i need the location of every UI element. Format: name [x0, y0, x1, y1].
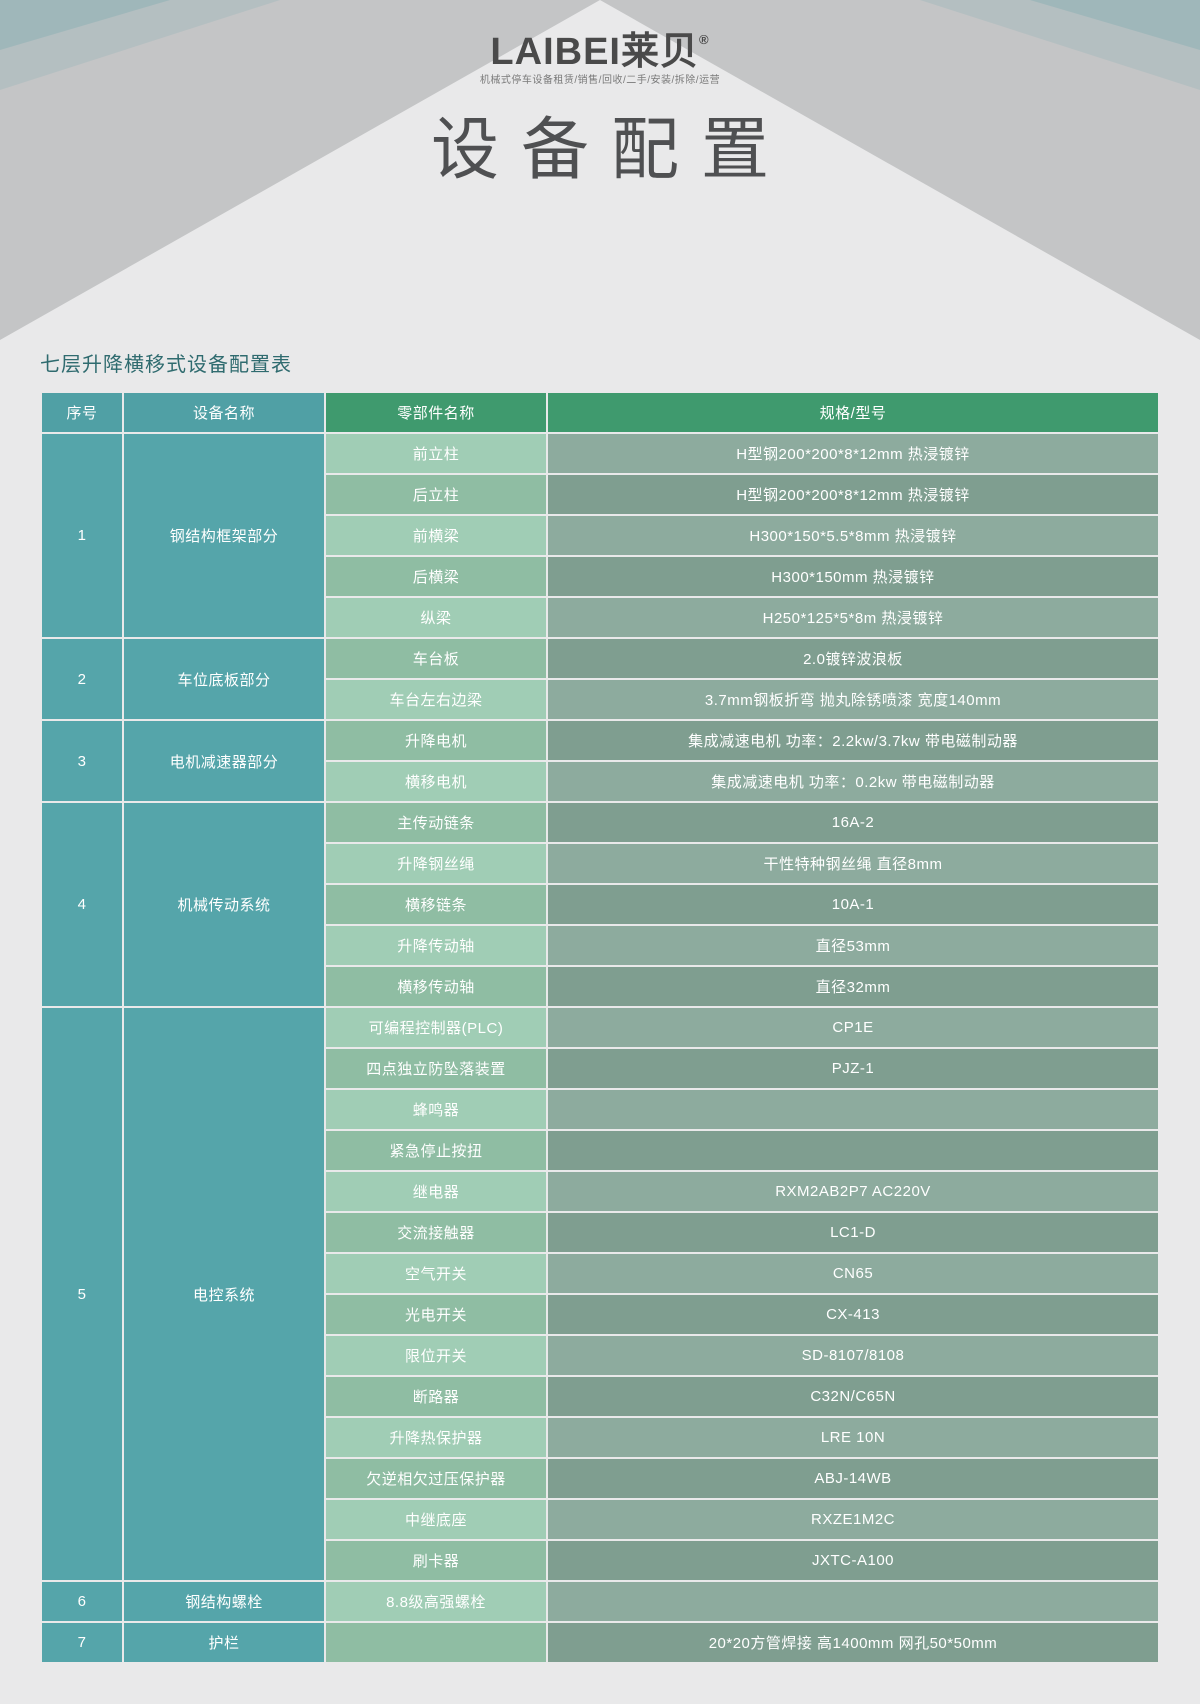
cell-seq: 7: [42, 1623, 122, 1662]
cell-device-name: 车位底板部分: [124, 639, 324, 719]
cell-spec: RXZE1M2C: [548, 1500, 1158, 1539]
cell-device-name: 钢结构框架部分: [124, 434, 324, 637]
table-body: 1钢结构框架部分前立柱H型钢200*200*8*12mm 热浸镀锌后立柱H型钢2…: [42, 434, 1158, 1662]
cell-spec: [548, 1131, 1158, 1170]
cell-seq: 1: [42, 434, 122, 637]
logo-registered: ®: [699, 32, 710, 47]
cell-part-name: 中继底座: [326, 1500, 546, 1539]
cell-part-name: 升降电机: [326, 721, 546, 760]
cell-part-name: 后横梁: [326, 557, 546, 596]
cell-part-name: 断路器: [326, 1377, 546, 1416]
cell-part-name: 限位开关: [326, 1336, 546, 1375]
cell-spec: H300*150*5.5*8mm 热浸镀锌: [548, 516, 1158, 555]
logo-text: LAIBEI莱贝®: [0, 20, 1200, 75]
cell-seq: 3: [42, 721, 122, 801]
cell-part-name: 交流接触器: [326, 1213, 546, 1252]
cell-spec: 10A-1: [548, 885, 1158, 924]
cell-spec: ABJ-14WB: [548, 1459, 1158, 1498]
cell-spec: 直径32mm: [548, 967, 1158, 1006]
cell-part-name: 车台板: [326, 639, 546, 678]
cell-spec: [548, 1582, 1158, 1621]
col-header-2: 零部件名称: [326, 393, 546, 432]
cell-spec: 20*20方管焊接 高1400mm 网孔50*50mm: [548, 1623, 1158, 1662]
table-row: 5电控系统可编程控制器(PLC)CP1E: [42, 1008, 1158, 1047]
table-row: 4机械传动系统主传动链条16A-2: [42, 803, 1158, 842]
cell-spec: 3.7mm钢板折弯 抛丸除锈喷漆 宽度140mm: [548, 680, 1158, 719]
cell-part-name: 8.8级高强螺栓: [326, 1582, 546, 1621]
cell-spec: 集成减速电机 功率：0.2kw 带电磁制动器: [548, 762, 1158, 801]
cell-spec: CX-413: [548, 1295, 1158, 1334]
cell-part-name: 四点独立防坠落装置: [326, 1049, 546, 1088]
logo-area: LAIBEI莱贝® 机械式停车设备租赁/销售/回收/二手/安装/拆除/运营 设备…: [0, 20, 1200, 193]
cell-device-name: 护栏: [124, 1623, 324, 1662]
cell-spec: CN65: [548, 1254, 1158, 1293]
cell-part-name: 紧急停止按扭: [326, 1131, 546, 1170]
table-row: 7护栏 20*20方管焊接 高1400mm 网孔50*50mm: [42, 1623, 1158, 1662]
cell-spec: 干性特种钢丝绳 直径8mm: [548, 844, 1158, 883]
cell-part-name: 空气开关: [326, 1254, 546, 1293]
cell-part-name: 升降热保护器: [326, 1418, 546, 1457]
cell-spec: H型钢200*200*8*12mm 热浸镀锌: [548, 434, 1158, 473]
table-row: 1钢结构框架部分前立柱H型钢200*200*8*12mm 热浸镀锌: [42, 434, 1158, 473]
cell-part-name: 升降传动轴: [326, 926, 546, 965]
cell-seq: 2: [42, 639, 122, 719]
table-row: 3电机减速器部分升降电机集成减速电机 功率：2.2kw/3.7kw 带电磁制动器: [42, 721, 1158, 760]
cell-device-name: 电控系统: [124, 1008, 324, 1580]
cell-part-name: 纵梁: [326, 598, 546, 637]
cell-spec: H300*150mm 热浸镀锌: [548, 557, 1158, 596]
cell-spec: LC1-D: [548, 1213, 1158, 1252]
cell-spec: JXTC-A100: [548, 1541, 1158, 1580]
cell-spec: PJZ-1: [548, 1049, 1158, 1088]
cell-device-name: 电机减速器部分: [124, 721, 324, 801]
cell-seq: 6: [42, 1582, 122, 1621]
table-title: 七层升降横移式设备配置表: [40, 340, 1160, 391]
cell-spec: 16A-2: [548, 803, 1158, 842]
cell-spec: 2.0镀锌波浪板: [548, 639, 1158, 678]
cell-seq: 4: [42, 803, 122, 1006]
table-header-row: 序号设备名称零部件名称规格/型号: [42, 393, 1158, 432]
logo-main: LAIBEI莱贝: [490, 31, 699, 73]
cell-spec: LRE 10N: [548, 1418, 1158, 1457]
cell-part-name: 欠逆相欠过压保护器: [326, 1459, 546, 1498]
cell-part-name: 横移电机: [326, 762, 546, 801]
cell-part-name: 后立柱: [326, 475, 546, 514]
cell-part-name: 继电器: [326, 1172, 546, 1211]
cell-spec: 集成减速电机 功率：2.2kw/3.7kw 带电磁制动器: [548, 721, 1158, 760]
main-title: 设备配置: [0, 94, 1200, 193]
col-header-3: 规格/型号: [548, 393, 1158, 432]
cell-spec: C32N/C65N: [548, 1377, 1158, 1416]
table-row: 6钢结构螺栓8.8级高强螺栓: [42, 1582, 1158, 1621]
cell-spec: CP1E: [548, 1008, 1158, 1047]
cell-part-name: 光电开关: [326, 1295, 546, 1334]
cell-part-name: [326, 1623, 546, 1662]
col-header-1: 设备名称: [124, 393, 324, 432]
cell-part-name: 横移传动轴: [326, 967, 546, 1006]
cell-device-name: 钢结构螺栓: [124, 1582, 324, 1621]
cell-seq: 5: [42, 1008, 122, 1580]
cell-part-name: 车台左右边梁: [326, 680, 546, 719]
cell-spec: H250*125*5*8m 热浸镀锌: [548, 598, 1158, 637]
cell-part-name: 可编程控制器(PLC): [326, 1008, 546, 1047]
cell-device-name: 机械传动系统: [124, 803, 324, 1006]
cell-part-name: 前立柱: [326, 434, 546, 473]
cell-part-name: 前横梁: [326, 516, 546, 555]
cell-part-name: 升降钢丝绳: [326, 844, 546, 883]
cell-part-name: 刷卡器: [326, 1541, 546, 1580]
cell-spec: RXM2AB2P7 AC220V: [548, 1172, 1158, 1211]
content-area: 七层升降横移式设备配置表 序号设备名称零部件名称规格/型号 1钢结构框架部分前立…: [0, 340, 1200, 1704]
config-table: 序号设备名称零部件名称规格/型号 1钢结构框架部分前立柱H型钢200*200*8…: [40, 391, 1160, 1664]
cell-spec: H型钢200*200*8*12mm 热浸镀锌: [548, 475, 1158, 514]
cell-part-name: 主传动链条: [326, 803, 546, 842]
cell-spec: SD-8107/8108: [548, 1336, 1158, 1375]
cell-spec: [548, 1090, 1158, 1129]
col-header-0: 序号: [42, 393, 122, 432]
cell-spec: 直径53mm: [548, 926, 1158, 965]
header-banner: LAIBEI莱贝® 机械式停车设备租赁/销售/回收/二手/安装/拆除/运营 设备…: [0, 0, 1200, 340]
cell-part-name: 横移链条: [326, 885, 546, 924]
table-row: 2车位底板部分车台板2.0镀锌波浪板: [42, 639, 1158, 678]
cell-part-name: 蜂鸣器: [326, 1090, 546, 1129]
